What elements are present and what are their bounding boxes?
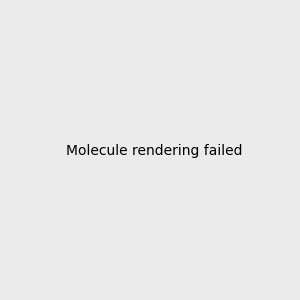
Text: Molecule rendering failed: Molecule rendering failed xyxy=(65,145,242,158)
